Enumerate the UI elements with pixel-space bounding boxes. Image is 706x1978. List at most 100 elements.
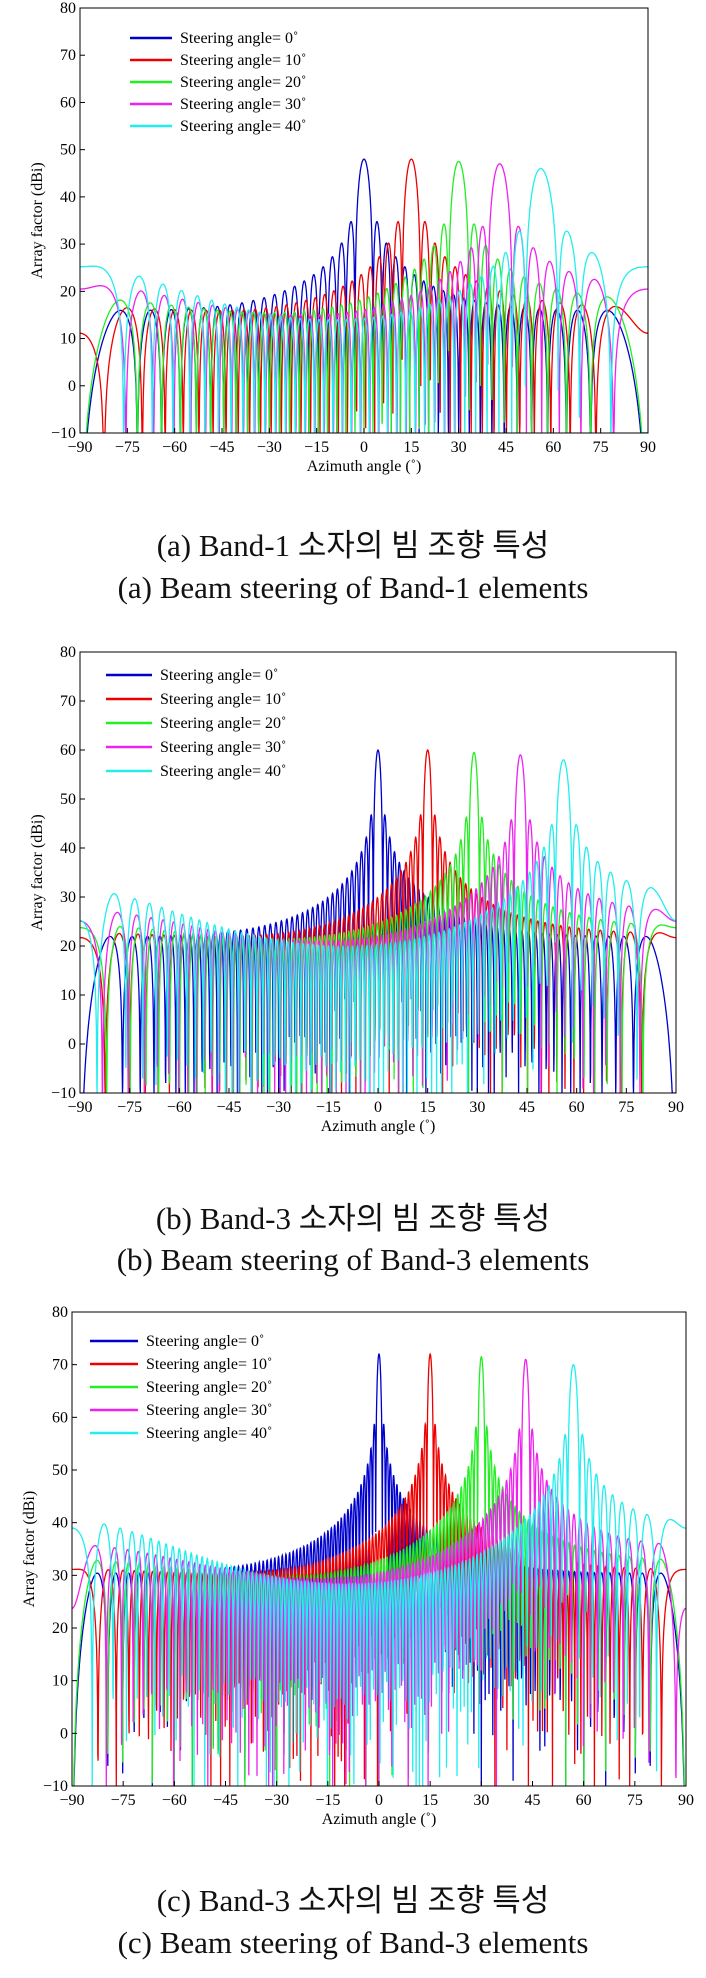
x-tick-label: −30 <box>266 1099 291 1116</box>
legend: Steering angle= 0˚ Steering angle= 10˚ Ste… <box>90 1333 272 1442</box>
y-tick-label: 40 <box>52 1515 68 1532</box>
caption-english-a: (a) Beam steering of Band-1 elements <box>117 570 589 605</box>
y-tick-label: 80 <box>60 0 76 17</box>
y-tick-label: 70 <box>60 47 76 64</box>
plot-area <box>72 1352 686 1786</box>
x-tick-label: 15 <box>420 1099 436 1116</box>
chart-panel-a: −90 −75 −60 −45 −30 −15 0 15 30 45 60 75 90 −10 0 10 20 3… <box>0 0 706 640</box>
chart-panel-c: −90 −75 −60 −45 −30 −15 0 15 30 45 60 75 90 −10 0 10 20 3… <box>0 1300 706 1978</box>
x-tick-label: −90 <box>67 1099 92 1116</box>
x-tick-label: −60 <box>167 1099 192 1116</box>
series-line-5 <box>80 759 676 1093</box>
x-tick-label: −15 <box>304 439 329 456</box>
x-tick-label: −90 <box>67 439 92 456</box>
x-tick-label: 30 <box>473 1792 489 1809</box>
x-axis-label: Azimuth angle (˚) <box>321 1118 436 1135</box>
chart-c: −90 −75 −60 −45 −30 −15 0 15 30 45 60 75 90 −10 0 10 20 3… <box>21 1304 694 1828</box>
x-tick-label: 0 <box>375 1792 383 1809</box>
y-tick-label: 40 <box>60 189 76 206</box>
x-tick-label: 45 <box>525 1792 541 1809</box>
legend-label-4: Steering angle= 30˚ <box>160 739 286 756</box>
legend-label-1: Steering angle= 0˚ <box>180 30 298 47</box>
y-tick-label: 40 <box>60 840 76 857</box>
x-tick-label: 75 <box>618 1099 634 1116</box>
x-tick-label: −30 <box>257 439 282 456</box>
x-tick-label: 60 <box>569 1099 585 1116</box>
legend-label-5: Steering angle= 40˚ <box>160 763 286 780</box>
legend-label-4: Steering angle= 30˚ <box>180 96 306 113</box>
plot-area <box>80 749 676 1093</box>
series-line-4 <box>80 754 676 1093</box>
series-line-2 <box>80 158 648 433</box>
legend-label-3: Steering angle= 20˚ <box>180 74 306 91</box>
x-tick-label: −45 <box>209 439 234 456</box>
y-tick-label: 80 <box>60 644 76 661</box>
y-tick-label: 30 <box>60 236 76 253</box>
series-line-5 <box>72 1363 686 1786</box>
x-tick-label: −45 <box>216 1099 241 1116</box>
series-line-5 <box>80 167 648 433</box>
x-tick-label: 75 <box>627 1792 643 1809</box>
y-tick-label: 0 <box>60 1725 68 1742</box>
legend-label-2: Steering angle= 10˚ <box>160 691 286 708</box>
y-axis-label: Array factor (dBi) <box>29 162 46 278</box>
series-line-1 <box>80 158 648 433</box>
legend-label-5: Steering angle= 40˚ <box>180 118 306 135</box>
x-tick-label: −15 <box>316 1099 341 1116</box>
x-tick-label: −90 <box>59 1792 84 1809</box>
x-tick-label: 90 <box>668 1099 684 1116</box>
chart-a: −90 −75 −60 −45 −30 −15 0 15 30 45 60 75 90 −10 0 10 20 3… <box>29 0 656 475</box>
y-tick-label: −10 <box>43 1778 68 1795</box>
x-tick-label: −60 <box>162 1792 187 1809</box>
legend-label-4: Steering angle= 30˚ <box>146 1402 272 1419</box>
legend-label-2: Steering angle= 10˚ <box>146 1356 272 1373</box>
y-tick-label: −10 <box>51 425 76 442</box>
legend: Steering angle= 0˚ Steering angle= 10˚ Ste… <box>130 30 306 135</box>
y-tick-label: 20 <box>60 283 76 300</box>
x-tick-label: −75 <box>111 1792 136 1809</box>
legend-label-3: Steering angle= 20˚ <box>160 715 286 732</box>
y-tick-label: 50 <box>60 791 76 808</box>
caption-korean-b: (b) Band-3 소자의 빔 조향 특성 <box>155 1201 551 1236</box>
y-tick-label: 30 <box>60 889 76 906</box>
y-tick-label: 20 <box>52 1620 68 1637</box>
x-tick-label: 15 <box>403 439 419 456</box>
y-tick-label: 70 <box>52 1357 68 1374</box>
x-tick-label: 0 <box>374 1099 382 1116</box>
chart-b: −90 −75 −60 −45 −30 −15 0 15 30 45 60 75 90 −10 0 10 20 3… <box>29 644 684 1135</box>
x-tick-label: −75 <box>115 439 140 456</box>
y-tick-label: 60 <box>60 742 76 759</box>
x-tick-label: 30 <box>469 1099 485 1116</box>
x-tick-label: 90 <box>678 1792 694 1809</box>
y-tick-label: 0 <box>68 1036 76 1053</box>
y-tick-label: −10 <box>51 1085 76 1102</box>
y-tick-label: 0 <box>68 378 76 395</box>
x-tick-label: 90 <box>640 439 656 456</box>
y-tick-label: 60 <box>52 1409 68 1426</box>
legend-label-3: Steering angle= 20˚ <box>146 1379 272 1396</box>
x-tick-label: −60 <box>162 439 187 456</box>
y-tick-label: 30 <box>52 1567 68 1584</box>
caption-english-b: (b) Beam steering of Band-3 elements <box>116 1242 590 1277</box>
chart-panel-b: −90 −75 −60 −45 −30 −15 0 15 30 45 60 75 90 −10 0 10 20 3… <box>0 640 706 1290</box>
x-tick-label: 60 <box>545 439 561 456</box>
legend-label-5: Steering angle= 40˚ <box>146 1425 272 1442</box>
x-tick-label: −30 <box>264 1792 289 1809</box>
x-tick-label: 60 <box>576 1792 592 1809</box>
x-tick-label: −15 <box>315 1792 340 1809</box>
y-tick-label: 50 <box>60 142 76 159</box>
series-line-4 <box>80 163 648 433</box>
x-tick-label: 0 <box>360 439 368 456</box>
legend: Steering angle= 0˚ Steering angle= 10˚ Ste… <box>106 667 286 780</box>
legend-label-1: Steering angle= 0˚ <box>160 667 278 684</box>
y-tick-label: 60 <box>60 94 76 111</box>
y-tick-label: 70 <box>60 693 76 710</box>
caption-korean-a: (a) Band-1 소자의 빔 조향 특성 <box>156 528 550 563</box>
x-tick-label: −75 <box>117 1099 142 1116</box>
x-tick-label: 45 <box>498 439 514 456</box>
legend-label-2: Steering angle= 10˚ <box>180 52 306 69</box>
y-axis-label: Array factor (dBi) <box>29 814 46 930</box>
x-tick-label: −45 <box>213 1792 238 1809</box>
x-tick-label: 45 <box>519 1099 535 1116</box>
y-tick-label: 10 <box>52 1673 68 1690</box>
